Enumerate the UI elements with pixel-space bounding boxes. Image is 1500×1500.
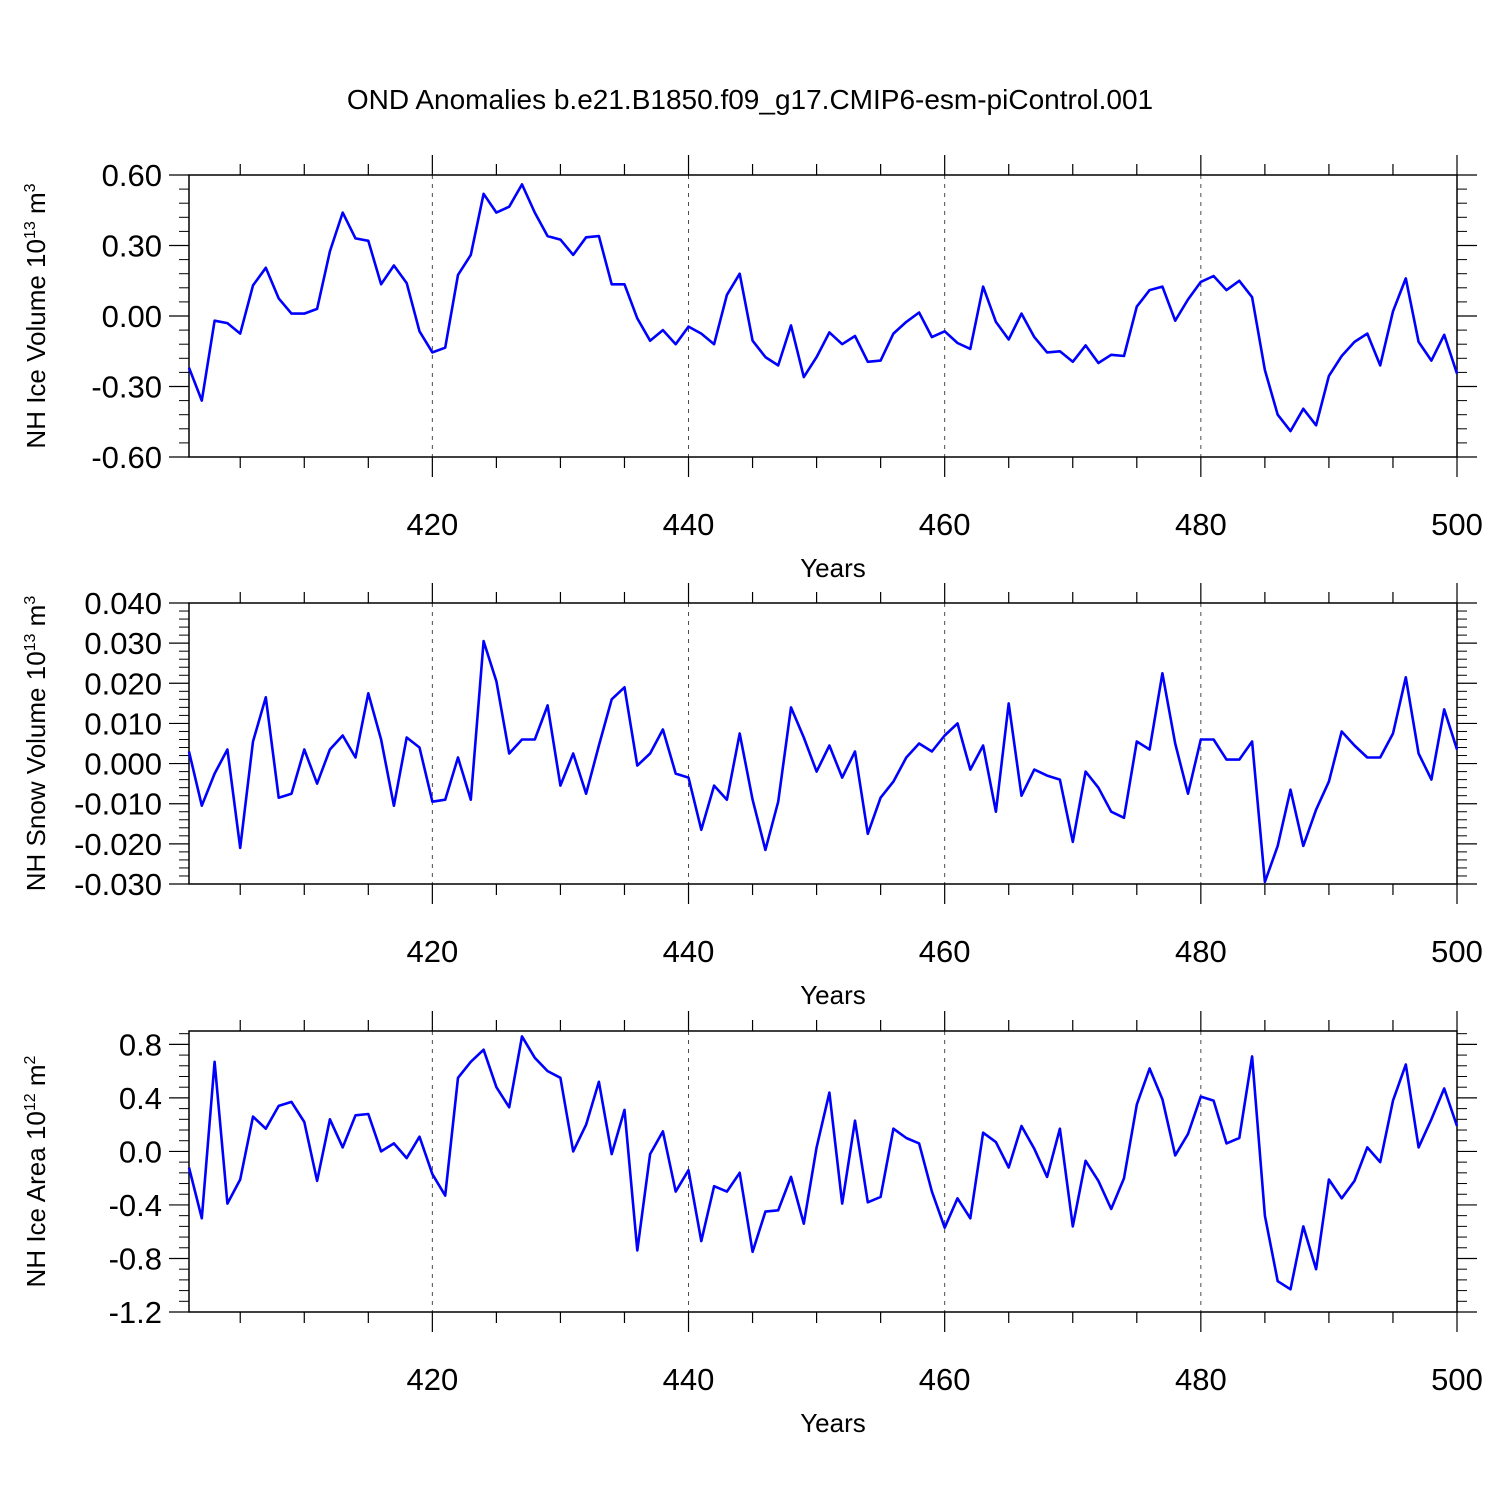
ice-area-x-tick-label: 420 — [406, 1362, 458, 1397]
ice-area-x-tick-label: 440 — [663, 1362, 715, 1397]
ice-volume-panel: -0.60 -0.30 0.00 0.30 0.60 420 440 460 480 500 Yea… — [21, 155, 1483, 583]
ice-area-y-tick-label: -0.8 — [109, 1241, 162, 1276]
ice-area-x-tick-label: 500 — [1431, 1362, 1483, 1397]
ice-area-x-axis-title: Years — [800, 1408, 866, 1438]
ice-volume-x-axis-title: Years — [800, 553, 866, 583]
ice-volume-x-tick-label: 460 — [919, 507, 971, 542]
ice-area-y-tick-label: 0.8 — [119, 1027, 162, 1062]
ice-volume-y-tick-label: 0.00 — [102, 299, 162, 334]
ice-area-x-tick-label: 480 — [1175, 1362, 1227, 1397]
ice-volume-y-axis-title: NH Ice Volume 1013 m3 — [21, 183, 51, 448]
snow-volume-y-tick-label: -0.020 — [74, 827, 162, 862]
ice-area-y-tick-label: 0.4 — [119, 1081, 162, 1116]
ice-volume-series-line — [187, 183, 1459, 433]
snow-volume-y-tick-label: -0.010 — [74, 787, 162, 822]
ice-area-plot-frame — [188, 1030, 1458, 1313]
ice-area-y-axis-title: NH Ice Area 1012 m2 — [21, 1055, 51, 1287]
ice-area-x-tick-label: 460 — [919, 1362, 971, 1397]
page-title: OND Anomalies b.e21.B1850.f09_g17.CMIP6-… — [346, 84, 1154, 115]
ice-volume-y-tick-label: -0.60 — [91, 440, 162, 475]
snow-volume-x-tick-label: 500 — [1431, 934, 1483, 969]
snow-volume-panel: -0.030 -0.020 -0.010 0.000 0.010 0.020 0.030 0.… — [21, 583, 1483, 1010]
snow-volume-y-tick-label: 0.030 — [84, 626, 162, 661]
snow-volume-y-tick-label: -0.030 — [74, 867, 162, 902]
snow-volume-x-tick-label: 460 — [919, 934, 971, 969]
ice-volume-y-tick-label: 0.60 — [102, 158, 162, 193]
ice-volume-y-tick-label: 0.30 — [102, 229, 162, 264]
ice-volume-x-tick-label: 420 — [406, 507, 458, 542]
snow-volume-y-tick-label: 0.010 — [84, 706, 162, 741]
ice-volume-x-tick-label: 480 — [1175, 507, 1227, 542]
snow-volume-plot-frame — [188, 602, 1458, 885]
snow-volume-x-axis-title: Years — [800, 980, 866, 1010]
snow-volume-y-tick-label: 0.040 — [84, 586, 162, 621]
snow-volume-y-axis-title: NH Snow Volume 1013 m3 — [21, 596, 51, 892]
snow-volume-x-tick-label: 440 — [663, 934, 715, 969]
ice-area-series-line — [187, 1035, 1459, 1291]
ice-volume-x-tick-label: 500 — [1431, 507, 1483, 542]
ice-area-y-tick-label: -1.2 — [109, 1295, 162, 1330]
snow-volume-x-tick-label: 420 — [406, 934, 458, 969]
snow-volume-series-line — [187, 639, 1459, 884]
snow-volume-y-tick-label: 0.020 — [84, 666, 162, 701]
ice-volume-plot-frame — [188, 174, 1458, 458]
snow-volume-x-tick-label: 480 — [1175, 934, 1227, 969]
ice-area-panel: -1.2 -0.8 -0.4 0.0 0.4 0.8 420 440 460 480 500 Year… — [21, 1011, 1483, 1438]
ice-area-y-tick-label: 0.0 — [119, 1134, 162, 1169]
ice-volume-x-tick-label: 440 — [663, 507, 715, 542]
ice-volume-y-tick-label: -0.30 — [91, 370, 162, 405]
snow-volume-y-tick-label: 0.000 — [84, 747, 162, 782]
ice-area-y-tick-label: -0.4 — [109, 1188, 162, 1223]
